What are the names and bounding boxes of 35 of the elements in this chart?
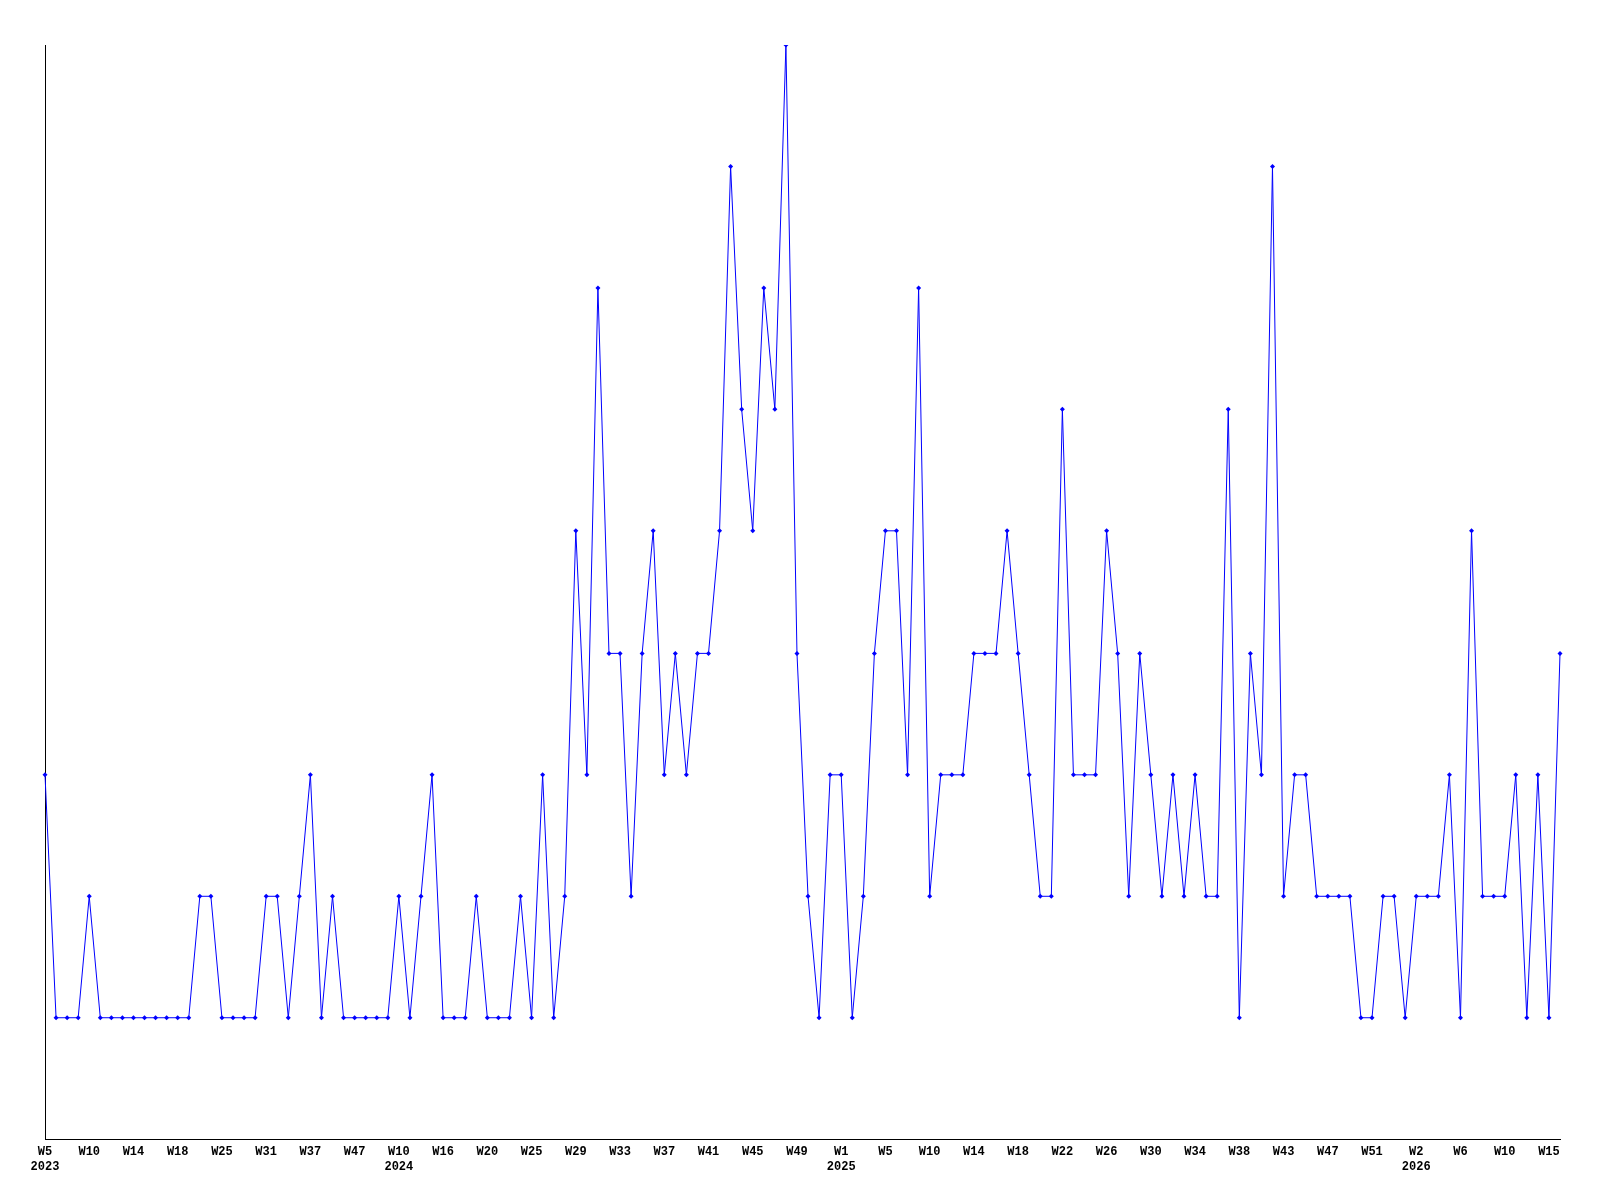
x-tick-label: W6 (1453, 1145, 1468, 1160)
x-tick-label: W10 (1493, 1145, 1516, 1160)
x-tick-label: W10 (78, 1145, 101, 1160)
x-tick-label: W51 (1361, 1145, 1383, 1160)
x-tick-label: W20 (476, 1145, 499, 1160)
x-tick-label: W43 (1272, 1145, 1295, 1160)
x-tick-label: W22 (1051, 1145, 1074, 1160)
x-tick-label: W14 (963, 1145, 985, 1160)
x-tick-label: W31 (255, 1145, 277, 1160)
x-tick-label: W2 2026 (1401, 1145, 1431, 1174)
x-tick-label: W37 (653, 1145, 676, 1160)
x-tick-label: W47 (343, 1145, 366, 1160)
x-tick-label: W1 2025 (826, 1145, 856, 1174)
x-tick-label: W25 (520, 1145, 543, 1160)
x-tick-label: W41 (697, 1145, 720, 1160)
x-tick-label: W49 (786, 1145, 808, 1160)
x-tick-label: W38 (1228, 1145, 1251, 1160)
x-tick-label: W18 (166, 1145, 189, 1160)
x-tick-label: W30 (1140, 1145, 1162, 1160)
x-tick-label: W37 (299, 1145, 322, 1160)
x-tick-label: W10 2024 (384, 1145, 414, 1174)
x-tick-label: W5 (878, 1145, 893, 1160)
x-tick-label: W34 (1184, 1145, 1206, 1160)
x-tick-label: W47 (1316, 1145, 1339, 1160)
x-tick-label: W15 (1538, 1145, 1560, 1160)
x-tick-label: W14 (122, 1145, 145, 1160)
x-tick-label: W26 (1095, 1145, 1118, 1160)
x-tick-label: W25 (211, 1145, 233, 1160)
x-tick-label: W10 (918, 1145, 941, 1160)
x-tick-label: W29 (565, 1145, 587, 1160)
x-tick-label: W33 (609, 1145, 631, 1160)
x-tick-label: W16 (432, 1145, 454, 1160)
x-tick-label: W45 (741, 1145, 764, 1160)
x-tick-label: W18 (1007, 1145, 1029, 1160)
x-tick-label: W5 2023 (30, 1145, 60, 1174)
